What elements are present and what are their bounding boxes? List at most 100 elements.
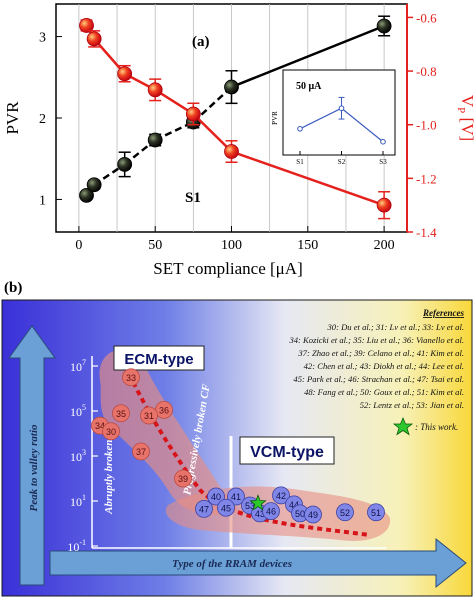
- pvr-point: [117, 157, 133, 172]
- y-right-tick-label: -0.8: [416, 64, 437, 79]
- ecm-point-label: 35: [116, 409, 126, 419]
- ecm-region-band: [99, 350, 240, 515]
- y-right-tick-label: -0.6: [416, 10, 437, 25]
- reference-line: 42: Chen et al.; 43: Diokh et al.; 44: L…: [304, 361, 464, 371]
- y-axis-label-right: VP [V]: [455, 95, 474, 141]
- this-work-star-icon: [249, 494, 267, 511]
- panel-b: (b) Peak to valley ratio Type of the RRA…: [1, 280, 473, 597]
- vp-point: [79, 18, 94, 33]
- y-right-tick-label: -1.4: [416, 225, 437, 240]
- x-axis-arrow: [49, 537, 467, 589]
- x-tick-label: 100: [221, 238, 242, 253]
- x-tick-label: 50: [148, 238, 162, 253]
- inset-frame: [282, 69, 396, 156]
- pvr-point: [147, 132, 163, 148]
- vcm-point: [304, 505, 322, 524]
- ecm-point: [132, 442, 150, 461]
- y-tick-exponent: 7: [82, 358, 86, 367]
- vcm-type-label: VCM-type: [250, 444, 324, 461]
- vcm-point-label: 53: [245, 501, 255, 511]
- references-title: References: [422, 308, 464, 318]
- y-left-tick-label: 3: [39, 31, 46, 46]
- vcm-point-label: 45: [221, 503, 231, 513]
- y-tick-label: 10-1: [67, 538, 86, 554]
- vcm-point-label: 51: [371, 508, 381, 518]
- inset-point: [338, 105, 345, 112]
- ecm-type-label: ECM-type: [124, 351, 193, 368]
- abruptly-broken-cf-label: Abruptly broken CF: [103, 421, 115, 514]
- y-left-tick-label: 2: [39, 112, 46, 127]
- ecm-type-box: ECM-type: [113, 345, 205, 371]
- panel-b-background: [1, 299, 473, 597]
- inset-chart: 50 μA PVR S1 S2 S3: [271, 69, 396, 166]
- vcm-point-label: 52: [340, 508, 350, 518]
- y-tick-label: 101: [70, 493, 86, 509]
- vcm-point: [272, 486, 290, 505]
- pvr-point: [86, 177, 102, 193]
- series-segment: [192, 113, 233, 153]
- inset-title: 50 μA: [296, 81, 322, 92]
- this-work-label: : This work.: [415, 422, 458, 432]
- vcm-point-label: 50: [295, 509, 305, 519]
- annotation-s1: S1: [185, 190, 201, 206]
- series-segment: [192, 86, 233, 123]
- ecm-point: [122, 368, 140, 387]
- ecm-point-label: 31: [144, 411, 154, 421]
- reference-line: 37: Zhao et al.; 39: Celano et al.; 41: …: [297, 348, 464, 358]
- vp-point: [376, 197, 392, 213]
- this-work-star-icon: [392, 416, 414, 436]
- series-layer: [79, 15, 392, 220]
- reference-line: 48: Fang et al.; 50: Goux et al.; 51: Ki…: [304, 387, 464, 397]
- this-work-legend: : This work.: [392, 416, 458, 436]
- y-tick-exponent: 5: [82, 403, 86, 412]
- vcm-point-label: 40: [211, 492, 221, 502]
- trend-curve: [120, 357, 371, 537]
- series-segment: [93, 38, 126, 75]
- y-axis-label: Peak to valley ratio: [28, 424, 40, 512]
- y-tick-exponent: 3: [82, 448, 86, 457]
- vp-point: [86, 31, 102, 47]
- y-tick-base: 10: [70, 450, 82, 464]
- y-axis-label-right-unit: [V]: [458, 113, 474, 141]
- x-tick-label: 200: [374, 238, 395, 253]
- vcm-point-label: 49: [308, 510, 318, 520]
- inset-layer: S1 S2 S3: [296, 96, 387, 166]
- inset-point: [380, 138, 386, 145]
- vcm-point-label: 42: [276, 491, 286, 501]
- y-axis-label-left: PVR: [3, 101, 22, 135]
- pvr-point: [224, 79, 239, 95]
- ecm-point-label: 33: [126, 373, 136, 383]
- vcm-point: [227, 487, 245, 506]
- y-tick-base: 10: [67, 540, 79, 554]
- x-axis-label: Type of the RRAM devices: [172, 558, 292, 570]
- reference-line: 45: Park et al.; 46: Strachan et al.; 47…: [293, 374, 464, 384]
- inset-y-label: PVR: [271, 111, 279, 125]
- inset-x-tick-label: S2: [338, 158, 346, 166]
- x-tick-label: 150: [297, 238, 318, 253]
- vp-point: [117, 66, 133, 82]
- y-tick-base: 10: [70, 360, 82, 374]
- y-axis-arrow: [8, 325, 56, 586]
- reference-line: 52: Lentz et al.; 53: Jian et al.: [360, 400, 464, 410]
- vcm-point: [262, 502, 280, 521]
- y-left-tick-label: 1: [39, 193, 46, 208]
- vp-point: [185, 106, 201, 122]
- vp-point: [147, 82, 163, 98]
- vcm-point-label: 46: [266, 507, 276, 517]
- y-tick-exponent: -1: [79, 538, 86, 547]
- ecm-point-label: 39: [178, 474, 188, 484]
- series-segment: [231, 24, 385, 89]
- ecm-point: [174, 469, 192, 488]
- ecm-point: [112, 404, 130, 423]
- vcm-point-label: 41: [231, 492, 241, 502]
- ecm-point-label: 30: [106, 427, 116, 437]
- vcm-type-box: VCM-type: [239, 436, 335, 465]
- x-tick-label: 0: [75, 238, 82, 253]
- y-tick-base: 10: [70, 405, 82, 419]
- series-segment: [231, 150, 385, 207]
- y-tick-base: 10: [70, 495, 82, 509]
- ecm-point-label: 37: [136, 447, 146, 457]
